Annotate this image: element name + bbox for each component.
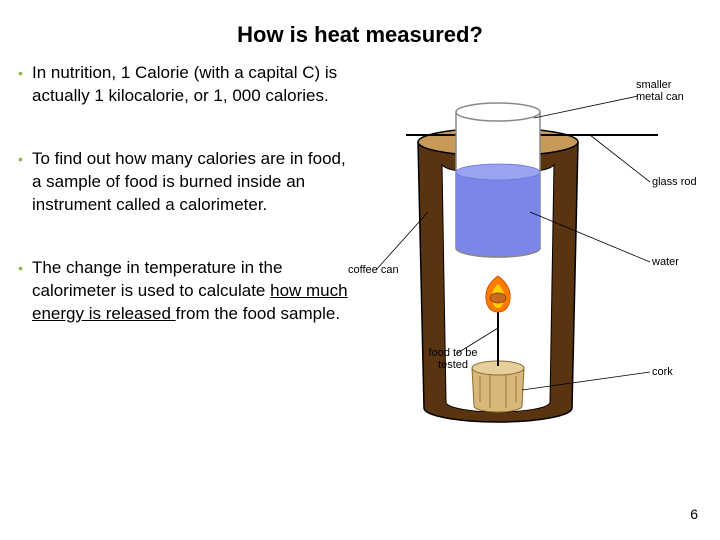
slide-title: How is heat measured? bbox=[0, 0, 720, 62]
bullet-3: • The change in temperature in the calor… bbox=[18, 257, 348, 326]
title-text: How is heat measured? bbox=[237, 22, 483, 47]
bullet-column: • In nutrition, 1 Calorie (with a capita… bbox=[18, 62, 358, 366]
bullet-dot: • bbox=[18, 257, 32, 326]
bullet-dot: • bbox=[18, 62, 32, 108]
water-fill bbox=[456, 172, 540, 257]
bullet-1-text: In nutrition, 1 Calorie (with a capital … bbox=[32, 62, 348, 108]
label-cork: cork bbox=[652, 366, 673, 378]
page-number: 6 bbox=[690, 506, 698, 522]
bullet-1: • In nutrition, 1 Calorie (with a capita… bbox=[18, 62, 348, 108]
label-glass-rod: glass rod bbox=[652, 176, 697, 188]
bullet-3-text: The change in temperature in the calorim… bbox=[32, 257, 348, 326]
bullet-2: • To find out how many calories are in f… bbox=[18, 148, 348, 217]
label-smaller-metal-can: smaller metal can bbox=[636, 80, 696, 103]
label-food: food to be tested bbox=[418, 348, 488, 371]
food-piece-icon bbox=[490, 293, 506, 303]
diagram-column: smaller metal can glass rod coffee can w… bbox=[358, 62, 702, 366]
label-coffee-can: coffee can bbox=[348, 264, 399, 276]
leader-glass-rod bbox=[590, 135, 650, 182]
bullet-dot: • bbox=[18, 148, 32, 217]
leader-smaller-can bbox=[534, 96, 638, 118]
bullet-2-text: To find out how many calories are in foo… bbox=[32, 148, 348, 217]
water-surface bbox=[456, 164, 540, 180]
inner-can-rim bbox=[456, 103, 540, 121]
label-water: water bbox=[652, 256, 679, 268]
content-area: • In nutrition, 1 Calorie (with a capita… bbox=[0, 62, 720, 366]
calorimeter-diagram bbox=[358, 72, 698, 452]
